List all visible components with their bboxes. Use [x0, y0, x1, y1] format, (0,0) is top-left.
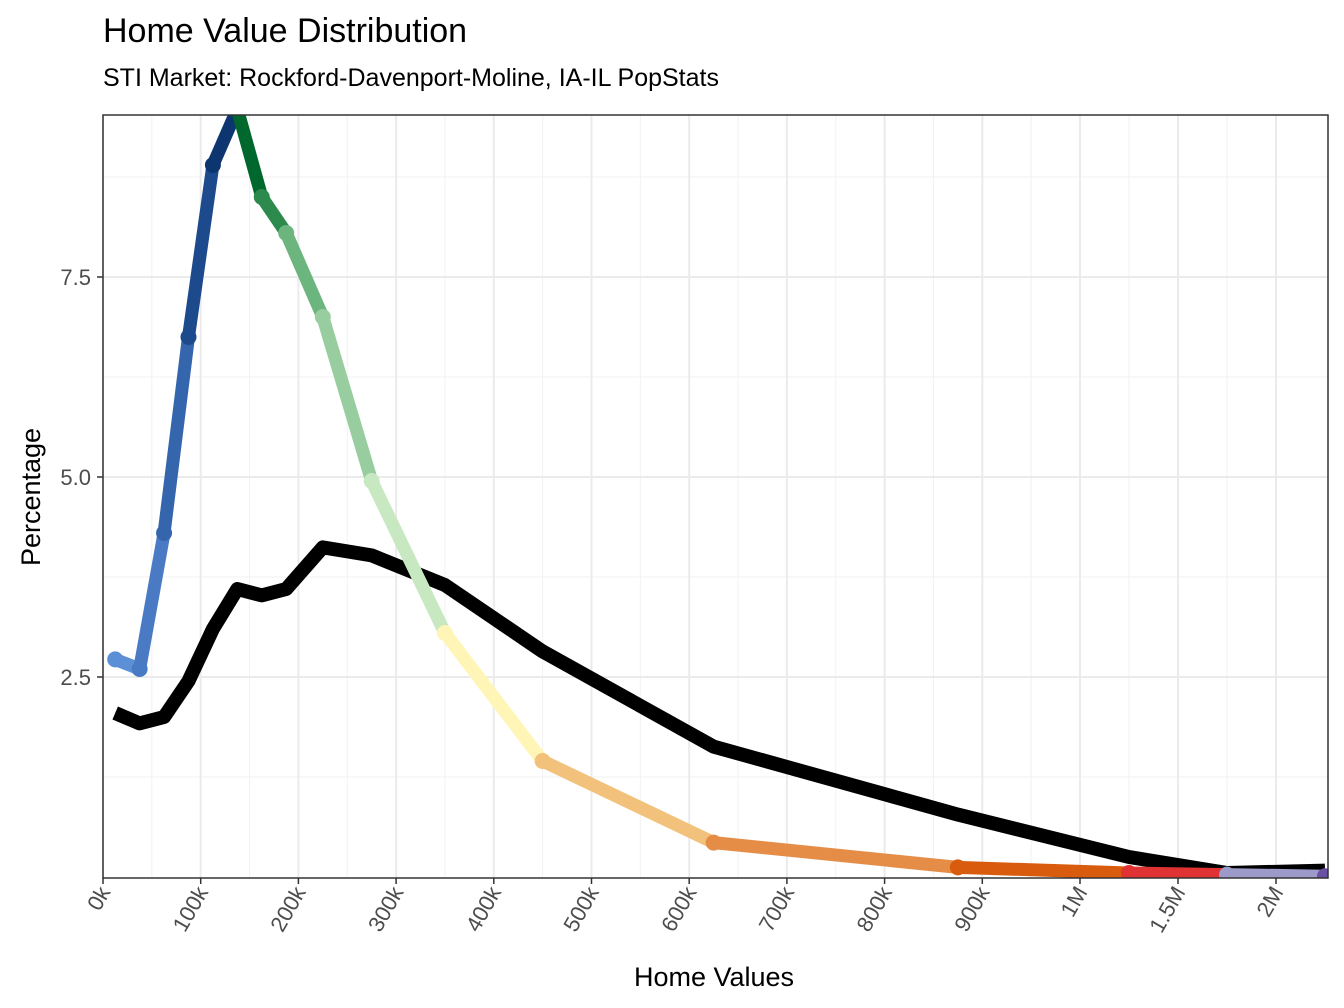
x-tick-label: 600k [656, 881, 702, 936]
series-market-point [107, 651, 124, 668]
series-market-point [1317, 868, 1328, 878]
series-market-segment [157, 330, 195, 540]
series-market-segment [1220, 868, 1328, 878]
series-market-point [1219, 866, 1235, 878]
x-axis-label: Home Values [634, 962, 794, 992]
series-market-segment [707, 836, 965, 874]
series-market [107, 115, 1328, 878]
series-overall-line [112, 540, 1326, 878]
series-market-point [534, 753, 551, 769]
x-tick-label: 0k [82, 881, 116, 914]
series-market-segment [438, 626, 550, 768]
series-market-segment [951, 860, 1136, 878]
x-tick-label: 300k [363, 881, 409, 936]
minor-gridlines [103, 115, 1328, 878]
series-market-segment [181, 158, 220, 344]
chart-title: Home Value Distribution [103, 12, 468, 50]
series-market-point [180, 329, 197, 345]
series-market-segment [133, 526, 171, 676]
x-tick-label: 100k [168, 881, 214, 936]
series-market-point [363, 473, 380, 489]
y-tick-label: 7.5 [60, 265, 91, 290]
series-market-point [1121, 865, 1137, 878]
series-market-point [705, 834, 722, 851]
x-tick-label: 700k [754, 881, 800, 936]
y-axis-label: Percentage [16, 428, 46, 566]
x-axis: 0k 100k 200k 300k 400k 500k 600k 700k 800k 900k 1M… [82, 878, 1288, 937]
plot-area [107, 115, 1328, 878]
series-market-point [278, 225, 295, 241]
y-tick-label: 2.5 [60, 665, 91, 690]
series-market-segment [279, 226, 330, 324]
series-market-segment [536, 754, 721, 850]
panel-border [102, 114, 1329, 879]
x-tick-label: 200k [265, 881, 311, 936]
series-market-point [156, 525, 173, 541]
series-market-point [253, 189, 270, 205]
series-market-segment [232, 115, 269, 204]
x-tick-label: 1M [1055, 882, 1092, 921]
series-market-segment [1122, 866, 1234, 878]
series-overall [112, 540, 1326, 878]
series-market-point [314, 309, 331, 325]
y-tick-label: 5.0 [60, 465, 91, 490]
series-market-segment [365, 474, 452, 640]
series-market-segment [316, 310, 379, 488]
x-tick-label: 800k [851, 881, 897, 936]
x-tick-label: 500k [558, 881, 604, 936]
x-tick-label: 400k [461, 881, 507, 936]
x-tick-label: 2M [1251, 882, 1288, 921]
chart-subtitle: STI Market: Rockford-Davenport-Moline, I… [103, 64, 719, 92]
x-tick-label: 900k [949, 881, 995, 936]
y-axis: 2.5 5.0 7.5 [60, 265, 103, 690]
series-market-point [949, 859, 966, 876]
series-market-point [436, 625, 453, 641]
x-tick-label: 1.5M [1144, 882, 1190, 937]
series-market-point [204, 157, 221, 173]
series-market-point [131, 661, 148, 677]
